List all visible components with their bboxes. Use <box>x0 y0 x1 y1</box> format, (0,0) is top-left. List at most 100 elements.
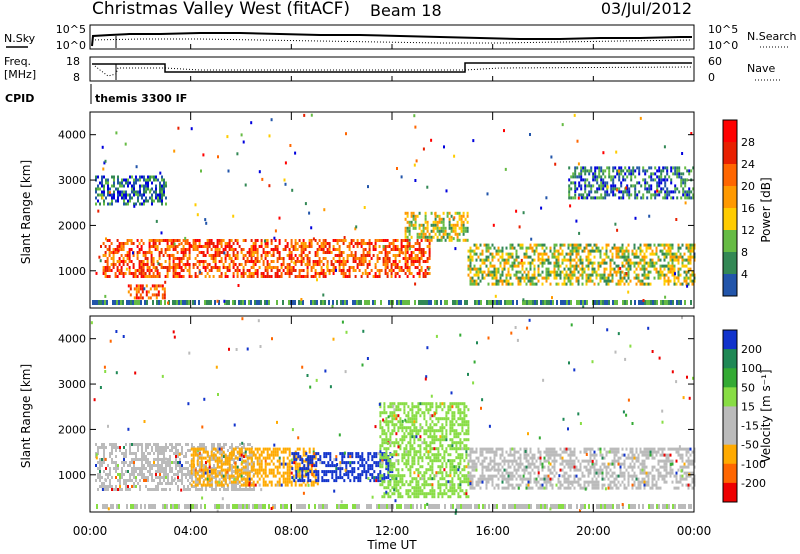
data-cell <box>101 464 103 467</box>
data-cell <box>637 261 640 265</box>
data-cell <box>405 465 408 469</box>
noise-cell <box>102 167 105 171</box>
data-cell <box>214 254 217 257</box>
data-cell <box>628 169 631 173</box>
data-cell <box>153 488 155 491</box>
data-cell <box>158 263 161 266</box>
data-cell <box>359 476 362 480</box>
data-cell <box>177 464 179 467</box>
data-cell <box>192 263 195 266</box>
data-cell <box>276 257 279 260</box>
data-cell <box>584 172 587 176</box>
data-cell <box>300 248 303 251</box>
data-cell <box>507 279 510 283</box>
data-cell <box>641 255 644 259</box>
data-cell <box>619 246 622 250</box>
data-cell <box>663 267 666 271</box>
data-cell <box>555 264 558 268</box>
data-cell <box>105 473 107 476</box>
data-cell <box>256 260 259 263</box>
data-cell <box>250 483 253 487</box>
data-cell <box>102 269 105 272</box>
data-cell <box>270 453 273 457</box>
data-cell <box>515 252 518 256</box>
data-cell <box>301 476 304 480</box>
data-cell <box>329 452 332 456</box>
data-cell <box>142 251 145 254</box>
data-cell <box>318 260 321 263</box>
data-cell <box>385 432 388 436</box>
data-cell <box>231 443 233 446</box>
noise-cell <box>95 271 98 275</box>
data-cell <box>404 239 407 242</box>
data-cell <box>326 260 329 263</box>
data-cell <box>677 255 680 259</box>
data-cell <box>418 223 421 227</box>
data-cell <box>661 249 664 253</box>
data-cell <box>462 226 465 230</box>
data-cell <box>362 263 365 266</box>
data-cell <box>549 270 552 274</box>
data-cell <box>410 263 413 266</box>
data-cell <box>379 483 382 487</box>
data-cell <box>385 465 388 469</box>
data-cell <box>655 270 658 274</box>
data-cell <box>107 178 109 182</box>
data-cell <box>507 258 510 262</box>
data-cell <box>638 190 641 194</box>
ground-scatter-cell <box>408 300 410 305</box>
data-cell <box>403 453 406 457</box>
data-cell <box>647 273 650 277</box>
data-cell <box>173 479 175 482</box>
data-cell <box>555 258 558 262</box>
data-cell <box>101 193 103 197</box>
data-cell <box>128 257 131 260</box>
data-cell <box>574 193 577 197</box>
data-cell <box>206 239 209 242</box>
data-cell <box>324 245 327 248</box>
noise-cell <box>261 177 264 181</box>
data-cell <box>127 193 129 197</box>
data-cell <box>125 455 127 458</box>
data-cell <box>101 181 103 185</box>
data-cell <box>645 261 648 265</box>
data-cell <box>155 175 157 179</box>
data-cell <box>573 246 576 250</box>
data-cell <box>581 258 584 262</box>
noise-cell <box>117 249 120 253</box>
data-cell <box>511 264 514 268</box>
data-cell <box>157 485 159 488</box>
data-cell <box>366 254 369 257</box>
data-cell <box>432 223 435 227</box>
ground-scatter-cell <box>364 300 366 305</box>
data-cell <box>665 252 668 256</box>
data-cell <box>161 175 163 179</box>
data-cell <box>109 479 111 482</box>
data-cell <box>104 275 107 278</box>
ground-scatter-cell <box>568 300 570 305</box>
data-cell <box>112 263 115 266</box>
data-cell <box>214 248 217 251</box>
data-cell <box>395 405 398 409</box>
data-cell <box>264 465 267 469</box>
data-cell <box>688 196 691 200</box>
noise-cell <box>648 214 651 218</box>
data-cell <box>238 450 241 454</box>
data-cell <box>109 193 111 197</box>
data-cell <box>681 255 684 259</box>
data-cell <box>537 252 540 256</box>
data-cell <box>175 473 177 476</box>
data-cell <box>394 272 397 275</box>
data-cell <box>473 243 476 247</box>
data-cell <box>339 464 342 468</box>
data-cell <box>412 260 415 263</box>
data-cell <box>323 452 326 456</box>
data-cell <box>297 452 300 456</box>
data-cell <box>389 483 392 487</box>
data-cell <box>161 190 163 194</box>
noise-cell <box>434 212 437 216</box>
data-cell <box>545 276 548 280</box>
data-cell <box>639 267 642 271</box>
data-cell <box>143 187 145 191</box>
data-cell <box>601 261 604 265</box>
